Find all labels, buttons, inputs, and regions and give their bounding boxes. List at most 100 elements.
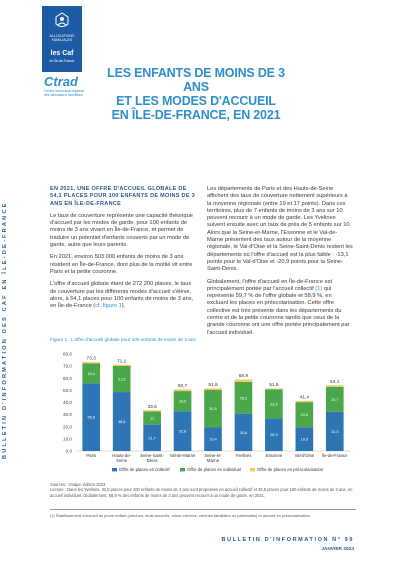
bar-segment	[173, 411, 192, 451]
reading-note: Lecture : Dans les Yvelines, 32,8 places…	[50, 487, 353, 498]
y-tick-label: 70,0	[63, 364, 72, 369]
paragraph: Globalement, l'offre d'accueil en Île-de…	[207, 279, 353, 337]
sidebar-band: BULLETIN D'INFORMATION DES CAF EN ÎLE-DE…	[0, 0, 28, 567]
total-label: 73,3	[87, 356, 97, 362]
bar-segment	[204, 427, 222, 451]
data-label: 32,3	[331, 430, 338, 434]
bar-segment	[82, 362, 101, 364]
category-label: Denis	[147, 458, 158, 463]
paragraph-text: ).	[121, 303, 126, 310]
divider	[50, 509, 356, 510]
y-tick-label: 20,0	[63, 424, 72, 429]
category-label: Seine-et-	[204, 453, 222, 458]
paragraph: L'offre d'accueil globale étant de 272 2…	[50, 281, 196, 310]
legend-swatch	[250, 468, 255, 472]
paragraph: Les départements de Paris et des Hauts-d…	[207, 186, 353, 273]
total-label: 58,9	[239, 373, 249, 379]
figure-link[interactable]: cf. figure 1	[95, 303, 122, 310]
page-title: LES ENFANTS DE MOINS DE 3 ANS ET LES MOD…	[96, 66, 296, 122]
title-line-2: ET LES MODES D'ACCUEIL	[116, 94, 276, 108]
y-tick-label: 10,0	[63, 436, 72, 441]
data-label: 19,4	[209, 438, 216, 442]
ctrad-logo: Ctrad	[44, 74, 78, 89]
total-label: 33,6	[147, 404, 157, 410]
y-tick-label: 80,0	[63, 352, 72, 357]
data-label: 48,6	[118, 420, 125, 424]
legend-label: Offre de places en collectif	[119, 467, 170, 472]
bar-segment	[265, 389, 283, 419]
paragraph-text: Globalement, l'offre d'accueil en Île-de…	[207, 278, 333, 292]
data-label: 20,7	[331, 398, 338, 402]
paragraph-text: qui représente 59,7 % de l'offre globale…	[207, 285, 350, 336]
data-label: 32,8	[179, 430, 186, 434]
sources-text: Sources : Onape, édition 2023	[50, 482, 106, 487]
y-tick-label: 60,0	[63, 376, 72, 381]
category-label: Seine-Saint-	[140, 453, 164, 458]
caf-logo: ALLOCATIONS FAMILIALES les Caf en Île-de…	[42, 6, 82, 72]
sidebar-title: BULLETIN D'INFORMATION DES CAF EN ÎLE-DE…	[2, 201, 8, 459]
bar-segment	[265, 418, 283, 451]
bar-segment	[295, 400, 314, 403]
bar-segment	[295, 402, 314, 428]
data-label: 30,8	[240, 431, 247, 435]
total-label: 71,1	[117, 358, 127, 364]
bar-segment	[325, 386, 344, 412]
footnote-ref-link[interactable]: (1)	[315, 285, 323, 292]
data-label: 26,9	[270, 433, 277, 437]
paragraph-text: L'offre d'accueil globale étant de 272 2…	[50, 281, 194, 310]
data-label: 26,2	[240, 396, 247, 400]
data-label: 55,8	[88, 416, 95, 420]
bar-segment	[143, 411, 161, 425]
logo-caf-text: les Caf	[50, 50, 74, 57]
bar-segment	[234, 381, 253, 414]
category-label: Essonne	[266, 453, 283, 458]
bar-segment	[325, 385, 344, 387]
paragraph: En 2021, environ 503 000 enfants de moin…	[50, 254, 193, 275]
data-label: 19,5	[301, 438, 308, 442]
legend-swatch	[180, 468, 185, 472]
total-label: 51,5	[269, 382, 279, 388]
total-label: 50,7	[178, 383, 188, 389]
legend-swatch	[112, 468, 117, 472]
total-label: 51,6	[208, 382, 218, 388]
title-line-3: EN ÎLE-DE-FRANCE, EN 2021	[111, 108, 281, 122]
bar-segment	[173, 391, 192, 412]
bulletin-date: JANVIER 2024	[321, 547, 354, 552]
family-emblem-icon	[55, 12, 69, 27]
ctrad-subtitle: Centre technique régional des allocation…	[44, 89, 85, 97]
bar-segment	[265, 388, 283, 390]
bar-segment	[295, 427, 314, 451]
category-label: Yvelines	[235, 453, 251, 458]
right-column: Les départements de Paris et des Hauts-d…	[207, 186, 353, 342]
sources-block: Sources : Onape, édition 2023 Lecture : …	[50, 482, 356, 498]
total-label: 41,4	[300, 394, 310, 400]
category-label: Hauts-de-	[112, 453, 131, 458]
data-label: 23,9	[270, 402, 277, 406]
bar-segment	[204, 390, 222, 428]
bar-segment	[82, 383, 101, 451]
category-label: Seine	[116, 458, 128, 463]
chart-container: 0,0 10,0 20,0 30,0 40,0 50,0 60,0 70,0 80,0 55,8 1…	[50, 342, 356, 478]
bar-segment	[234, 379, 253, 382]
bar-segment	[143, 410, 161, 412]
paragraph: Le taux de couverture représente une cap…	[50, 212, 193, 249]
data-label: 16,4	[88, 372, 95, 376]
bulletin-number: BULLETIN D'INFORMATION N° 99	[221, 537, 354, 543]
logo-caf-subtext: en Île-de-France	[49, 59, 75, 63]
left-column: EN 2021, UNE OFFRE D'ACCUEIL GLOBALE DE …	[50, 186, 196, 315]
data-label: 11	[150, 417, 154, 421]
category-label: Île-de-France	[321, 453, 348, 458]
data-label: 21,7	[148, 436, 155, 440]
y-tick-label: 40,0	[63, 400, 72, 405]
y-tick-label: 0,0	[66, 449, 73, 454]
category-label: Val-d'Oise	[295, 453, 315, 458]
bar-segment	[112, 366, 131, 393]
data-label: 30,9	[209, 407, 216, 411]
logo-text: ALLOCATIONS FAMILIALES	[49, 34, 75, 43]
bar-segment	[173, 389, 192, 392]
y-tick-label: 30,0	[63, 412, 72, 417]
bar-segment	[325, 411, 344, 451]
figure-caption: Figure 1 : L'offre d'accueil globale pou…	[50, 337, 196, 342]
y-tick-label: 50,0	[63, 388, 72, 393]
legend-label: Offre de places en individuel	[187, 467, 241, 472]
